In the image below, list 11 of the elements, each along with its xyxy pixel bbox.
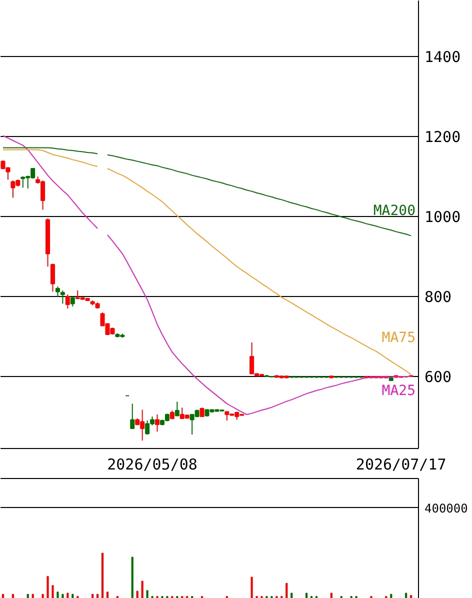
series-label: MA75 (382, 330, 416, 346)
series-label: MA200 (373, 203, 416, 220)
y-tick-label: 400000 (424, 501, 468, 516)
y-tick-label: 1000 (424, 208, 461, 226)
x-tick-label: 2026/05/08 (107, 456, 198, 474)
y-tick-label: 600 (424, 368, 452, 386)
y-tick-label: 1400 (424, 48, 461, 66)
y-tick-label: 1200 (424, 128, 461, 146)
y-tick-label: 800 (424, 288, 452, 306)
series-label: MA25 (382, 382, 416, 399)
x-tick-label: 2026/07/17 (356, 456, 446, 474)
